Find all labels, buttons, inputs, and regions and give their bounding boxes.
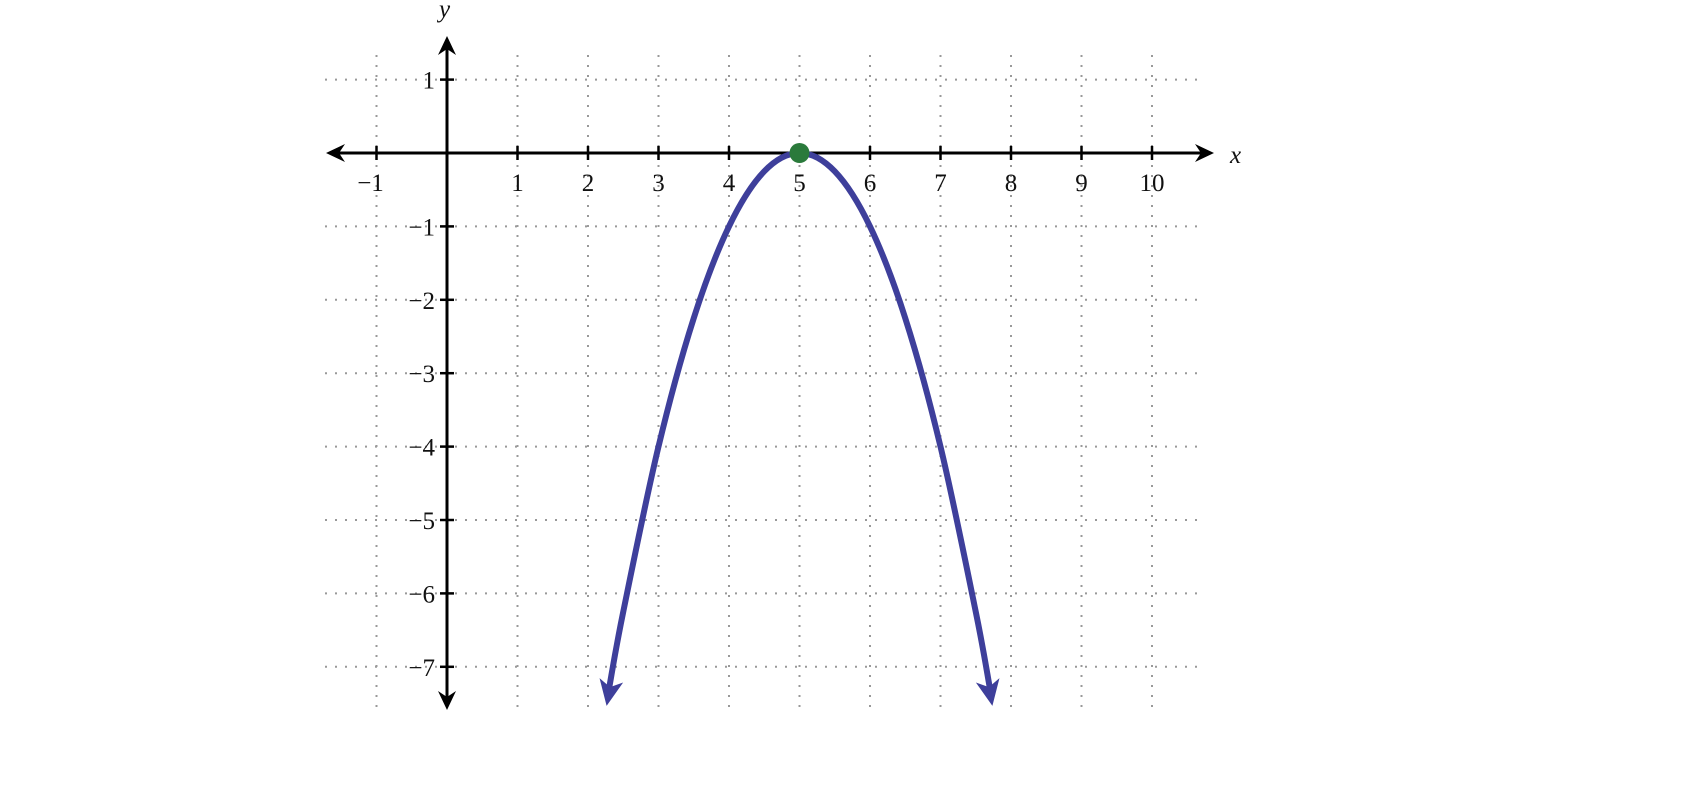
grid <box>325 55 1202 708</box>
y-axis-label: y <box>436 0 451 23</box>
y-tick-label: −3 <box>408 361 435 388</box>
tick-labels: −1 1 2 3 4 5 6 7 8 9 10 1 −1 −2 −3 −4 −5 −6 −7 <box>357 68 1164 682</box>
y-tick-label: −7 <box>408 655 435 682</box>
parabola-curve <box>606 149 993 689</box>
x-axis-right-arrow <box>1195 144 1214 162</box>
y-tick-label: −6 <box>408 581 435 608</box>
vertex-point <box>789 143 810 163</box>
x-axis-label: x <box>1229 142 1241 169</box>
x-tick-label: 5 <box>793 170 806 197</box>
x-tick-label: 7 <box>934 170 947 197</box>
x-tick-label: 10 <box>1140 170 1165 197</box>
x-tick-label: 6 <box>864 170 877 197</box>
x-tick-label: 9 <box>1075 170 1088 197</box>
x-tick-label: 8 <box>1005 170 1018 197</box>
y-axis-top-arrow <box>438 36 456 55</box>
x-tick-label: 1 <box>511 170 524 197</box>
axes <box>326 36 1214 710</box>
x-tick-label: −1 <box>357 170 384 197</box>
y-tick-label: −1 <box>408 214 435 241</box>
y-tick-label: 1 <box>423 68 436 95</box>
x-tick-label: 3 <box>652 170 665 197</box>
y-tick-label: −4 <box>408 435 435 462</box>
y-axis-bottom-arrow <box>438 691 456 710</box>
series <box>599 143 1000 706</box>
x-tick-label: 4 <box>723 170 736 197</box>
curve-arrowhead <box>599 678 624 706</box>
x-axis-left-arrow <box>326 144 345 162</box>
curve-arrowhead <box>975 678 1000 706</box>
y-tick-label: −5 <box>408 508 435 535</box>
y-tick-label: −2 <box>408 288 435 315</box>
x-tick-label: 2 <box>582 170 595 197</box>
